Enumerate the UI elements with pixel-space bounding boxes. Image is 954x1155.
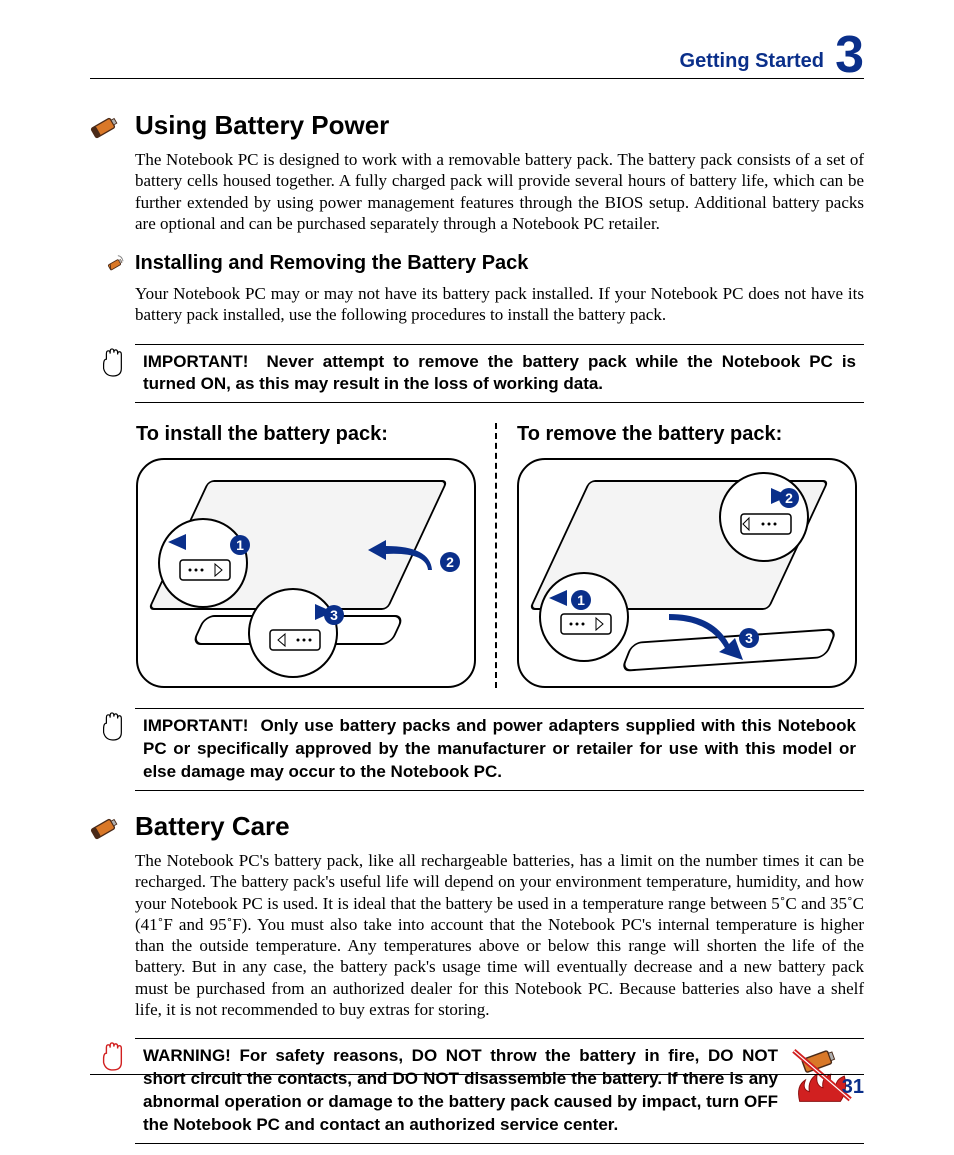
install-title: To install the battery pack:	[136, 423, 477, 446]
arrow-2	[368, 530, 444, 570]
diagram-row: To install the battery pack: 1 2 3 To re…	[90, 423, 864, 688]
battery-icon	[85, 110, 121, 146]
body-battery-care: The Notebook PC's battery pack, like all…	[135, 850, 864, 1020]
battery-small-icon	[105, 254, 125, 274]
battery-icon	[85, 811, 121, 847]
callout-3-label: WARNING!	[143, 1046, 231, 1065]
install-panel: 1 2 3	[136, 458, 476, 688]
chapter-number: 3	[835, 25, 864, 85]
diagram-install: To install the battery pack: 1 2 3	[130, 423, 483, 688]
diagram-divider	[495, 423, 497, 688]
callout-1-text: Never attempt to remove the battery pack…	[143, 352, 856, 394]
callout-box-1: IMPORTANT! Never attempt to remove the b…	[135, 344, 864, 404]
body-using-battery: The Notebook PC is designed to work with…	[135, 149, 864, 234]
page-number: 31	[842, 1076, 864, 1099]
subsection-install-remove: Installing and Removing the Battery Pack	[135, 252, 864, 275]
callout-important-2: IMPORTANT! Only use battery packs and po…	[90, 708, 864, 791]
arrow-r3	[669, 610, 749, 666]
remove-panel: 1 2 3	[517, 458, 857, 688]
hand-icon	[98, 348, 126, 380]
callout-warning: WARNING! For safety reasons, DO NOT thro…	[90, 1038, 864, 1144]
arrow-3	[263, 600, 333, 624]
callout-important-1: IMPORTANT! Never attempt to remove the b…	[90, 344, 864, 404]
heading-using-battery: Using Battery Power	[135, 110, 864, 141]
hand-icon	[98, 712, 126, 744]
heading-install-remove: Installing and Removing the Battery Pack	[135, 252, 864, 275]
marker-install-2: 2	[440, 552, 460, 572]
diagram-remove: To remove the battery pack: 1 2 3	[483, 423, 864, 688]
callout-2-label: IMPORTANT!	[143, 716, 248, 735]
body-install-remove: Your Notebook PC may or may not have its…	[135, 283, 864, 326]
remove-title: To remove the battery pack:	[517, 423, 858, 446]
footer-rule	[90, 1074, 864, 1075]
callout-3-text: For safety reasons, DO NOT throw the bat…	[143, 1046, 778, 1134]
section-battery-care: Battery Care The Notebook PC's battery p…	[90, 811, 864, 1020]
callout-1-label: IMPORTANT!	[143, 352, 248, 371]
hand-warn-icon	[98, 1042, 126, 1074]
header-title: Getting Started	[680, 50, 824, 73]
arrow-1	[168, 530, 238, 554]
callout-box-2: IMPORTANT! Only use battery packs and po…	[135, 708, 864, 791]
page-header: Getting Started 3	[90, 30, 864, 90]
callout-box-3: WARNING! For safety reasons, DO NOT thro…	[135, 1038, 864, 1144]
callout-2-text: Only use battery packs and power adapter…	[143, 716, 856, 781]
section-using-battery: Using Battery Power The Notebook PC is d…	[90, 110, 864, 326]
header-rule	[90, 78, 864, 79]
heading-battery-care: Battery Care	[135, 811, 864, 842]
